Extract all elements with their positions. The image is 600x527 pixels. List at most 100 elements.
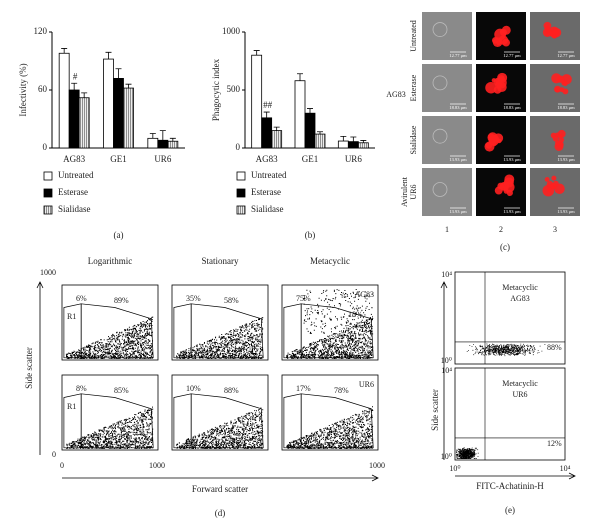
- gate-main: [190, 303, 264, 359]
- micrograph: 13.93 μm: [476, 168, 526, 216]
- error-bar: [340, 136, 347, 142]
- fluor-blob: [542, 27, 553, 38]
- bar: [304, 112, 316, 149]
- group-label: AG83: [386, 90, 406, 99]
- fluor-blob: [485, 81, 497, 94]
- scale-label: 18.83 μm: [557, 105, 575, 110]
- fluor-blob: [552, 135, 559, 142]
- micrograph: 13.93 μm: [422, 168, 472, 216]
- fluor-blob: [491, 37, 499, 44]
- error-bar: [159, 130, 166, 141]
- cell-outline: [432, 182, 448, 197]
- panel-label: (a): [114, 230, 124, 240]
- fluor-blob: [488, 134, 500, 146]
- bar: [314, 133, 326, 149]
- error-bar: [253, 50, 260, 56]
- fluor-blob: [561, 74, 572, 85]
- y-axis-label: Side scatter: [24, 347, 34, 389]
- y-tick-label: 10⁴: [441, 366, 452, 375]
- scale-label: 18.83 μm: [449, 105, 467, 110]
- fluor-blob: [503, 177, 514, 188]
- fluor-blob: [498, 35, 509, 45]
- scale-label: 13.93 μm: [557, 157, 575, 162]
- y-tick-label: 0: [52, 450, 56, 459]
- panel-label: (c): [500, 242, 510, 252]
- x-tick-label: AG83: [63, 154, 85, 164]
- row-label: AG83: [354, 290, 374, 299]
- bar: [147, 137, 159, 149]
- x-tick-label: 10⁴: [560, 464, 571, 473]
- axis-arrow: [440, 281, 448, 460]
- plot-title: AG83: [510, 294, 530, 303]
- gate-percentage: 89%: [114, 296, 129, 305]
- x-tick-label: 1000: [149, 461, 165, 470]
- fluor-blob: [559, 87, 565, 93]
- micrograph: 13.93 μm: [530, 116, 580, 164]
- error-bar: [263, 111, 270, 118]
- plot-frame: [281, 374, 379, 451]
- x-tick-label: 1000: [369, 461, 385, 470]
- y-tick-label: 500: [227, 84, 241, 94]
- error-bar: [350, 136, 357, 142]
- axis-arrow: [62, 474, 379, 482]
- gate-main: [300, 393, 374, 449]
- micrograph: 18.83 μm: [530, 64, 580, 112]
- legend-swatch: [236, 205, 246, 215]
- error-bar: [360, 140, 367, 143]
- bar: [58, 52, 70, 149]
- micrograph: 18.83 μm: [422, 64, 472, 112]
- gate-percentage: 10%: [186, 384, 201, 393]
- gate-percentage: 35%: [186, 294, 201, 303]
- bar: [294, 80, 306, 149]
- dots: [286, 406, 374, 449]
- panel-label: (b): [305, 230, 316, 240]
- y-tick-label: 1000: [40, 268, 56, 277]
- fluor-blob: [552, 34, 557, 39]
- scale-label: 18.83 μm: [503, 105, 521, 110]
- scale-label: 13.93 μm: [449, 209, 467, 214]
- plot-frame: [454, 367, 566, 461]
- legend-swatch: [236, 188, 246, 198]
- dots: [65, 316, 154, 359]
- y-tick-label: 120: [34, 26, 48, 36]
- micrograph: 13.93 μm: [476, 116, 526, 164]
- scale-label: 13.93 μm: [503, 209, 521, 214]
- quadrant-percentage: 12%: [547, 439, 562, 448]
- fluor-blob: [551, 73, 562, 84]
- legend-label: Untreated: [58, 170, 94, 180]
- error-bar: [115, 68, 122, 79]
- bar: [157, 139, 169, 149]
- x-tick-label: 0: [60, 461, 64, 470]
- y-tick-label: 10⁰: [441, 452, 452, 461]
- fluor-blob: [557, 134, 563, 139]
- bar: [113, 78, 124, 149]
- bar: [337, 140, 349, 149]
- gate-percentage: 17%: [296, 384, 311, 393]
- gate-percentage: 8%: [76, 384, 87, 393]
- y-tick-label: 10⁰: [441, 356, 452, 365]
- x-tick-label: UR6: [345, 154, 363, 164]
- column-title: Metacyclic: [310, 256, 350, 266]
- error-bar: [307, 108, 313, 114]
- micrograph: 12.77 μm: [422, 12, 472, 60]
- bar: [167, 140, 179, 149]
- bar: [357, 142, 369, 149]
- fluor-blob: [551, 175, 557, 181]
- error-bar: [71, 82, 78, 90]
- dots: [456, 447, 479, 459]
- error-bar: [297, 73, 303, 81]
- error-bar: [169, 137, 176, 142]
- row-label: Avirulent: [400, 176, 409, 207]
- plot-title: UR6: [512, 390, 527, 399]
- axis-arrow: [455, 472, 576, 480]
- plot-title: Metacyclic: [502, 379, 538, 388]
- dots: [176, 407, 264, 449]
- annotation: #: [73, 71, 78, 81]
- error-bar: [273, 126, 280, 131]
- y-tick-label: 0: [43, 142, 48, 152]
- scale-label: 13.93 μm: [557, 209, 575, 214]
- fluor-blob: [555, 140, 561, 146]
- cell-outline: [432, 75, 448, 91]
- bar: [123, 87, 134, 149]
- fluor-blob: [554, 86, 560, 93]
